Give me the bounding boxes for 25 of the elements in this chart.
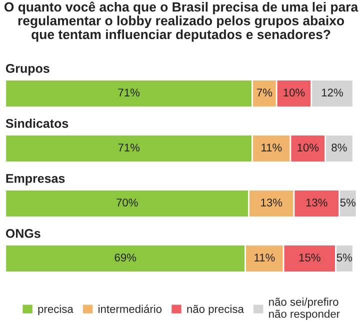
data-label: 8% [332,144,347,152]
data-label: 10% [284,88,305,96]
data-label: 13% [261,198,282,206]
data-label: 15% [299,254,320,262]
data-label: 71% [118,144,140,152]
y-tick-label: ONGs [6,229,40,238]
legend-label: intermediário [98,304,162,313]
data-label: 70% [116,198,138,206]
legend-label: não precisa [187,304,244,316]
data-label: 7% [256,88,272,96]
chart-title: O quanto você acha que o Brasil precisa de uma lei para regulamentar o lobby realizado pelos grupos abaixo que tentam influenciar deputados e senadores? [4,2,358,42]
legend-label: precisa [38,304,74,316]
data-label: 12% [322,88,343,96]
data-label: 10% [298,144,319,152]
y-tick-label: Empresas [6,174,65,186]
data-label: 71% [118,88,140,96]
legend-label: não sei/prefiro não responder [269,298,340,320]
data-label: 5% [336,254,352,262]
data-label: 11% [262,144,282,152]
y-tick-label: Sindicatos [6,118,68,128]
data-label: 11% [254,254,275,262]
data-label: 13% [306,198,328,206]
data-label: 69% [114,254,136,262]
y-tick-label: Grupos [6,64,50,76]
data-label: 5% [340,198,356,206]
